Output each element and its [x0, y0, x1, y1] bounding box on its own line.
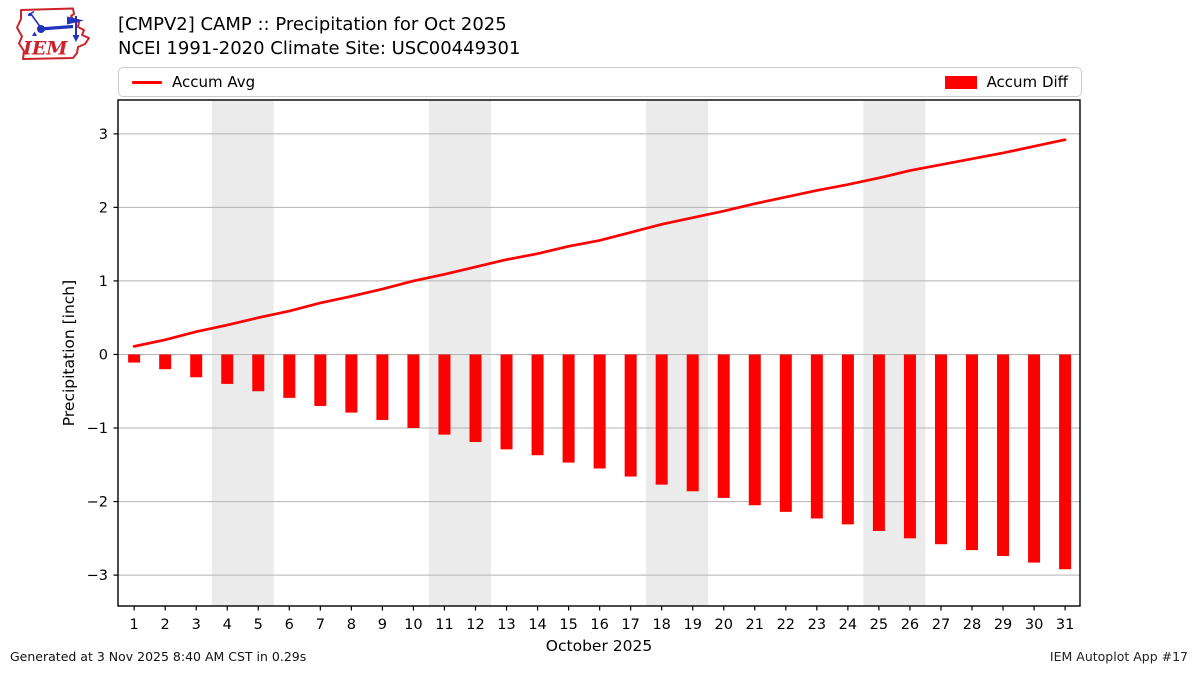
x-tick-label: 24: [839, 617, 857, 633]
y-tick-label: −3: [87, 568, 108, 584]
accum-diff-bar: [376, 354, 389, 420]
y-tick-label: 2: [99, 200, 108, 216]
accum-diff-bar: [469, 354, 482, 442]
weekend-band: [863, 100, 926, 606]
weekend-band: [428, 100, 492, 606]
accum-diff-bar: [655, 354, 668, 485]
x-tick-label: 1: [130, 617, 139, 633]
accum-diff-bar: [903, 354, 916, 539]
x-tick-label: 12: [466, 617, 484, 633]
x-tick-label: 28: [963, 617, 981, 633]
accum-diff-bar: [748, 354, 761, 506]
logo-text: IEM: [22, 38, 68, 60]
accum-diff-bar: [283, 354, 296, 398]
x-tick-label: 27: [932, 617, 950, 633]
accum-diff-bar: [128, 354, 141, 363]
x-tick-label: 31: [1056, 617, 1074, 633]
accum-diff-bar: [159, 354, 172, 370]
accum-diff-bar: [345, 354, 358, 413]
x-tick-label: 18: [652, 617, 670, 633]
x-tick-label: 13: [497, 617, 515, 633]
x-tick-label: 14: [528, 617, 546, 633]
legend-item-accum-diff: Accum Diff: [944, 73, 1068, 91]
iem-logo: IEM: [16, 7, 90, 60]
x-tick-label: 29: [994, 617, 1012, 633]
accum-avg-line: [132, 138, 1067, 348]
chart-title-line2: NCEI 1991-2020 Climate Site: USC00449301: [118, 38, 521, 59]
x-tick-label: 17: [621, 617, 639, 633]
y-tick-label: −1: [87, 421, 108, 437]
accum-diff-bar: [314, 354, 327, 406]
weekend-band: [211, 100, 274, 606]
accum-diff-bar: [810, 354, 823, 519]
accum-diff-bar: [1028, 354, 1041, 563]
accum-diff-label: Accum Diff: [986, 73, 1068, 91]
accum-diff-bar: [686, 354, 699, 492]
chart-legend: Accum Avg Accum Diff: [118, 67, 1082, 97]
accum-diff-bar: [531, 354, 544, 456]
x-tick-label: 30: [1025, 617, 1043, 633]
accum-diff-bar: [997, 354, 1010, 556]
accum-avg-line-swatch: [132, 80, 162, 84]
y-tick-label: 0: [99, 347, 108, 363]
x-tick-label: 11: [435, 617, 453, 633]
accum-diff-bar: [438, 354, 451, 435]
chart-title: [CMPV2] CAMP :: Precipitation for Oct 20…: [118, 13, 520, 61]
legend-item-accum-avg: Accum Avg: [132, 73, 255, 91]
y-tick-label: 1: [99, 274, 108, 290]
x-tick-label: 25: [870, 617, 888, 633]
accum-diff-bar: [562, 354, 575, 463]
x-tick-label: 19: [683, 617, 701, 633]
accum-diff-bar: [934, 354, 947, 545]
accum-diff-bar: [190, 354, 203, 378]
plot-border: [117, 99, 1081, 607]
autoplot-app-credit: IEM Autoplot App #17: [1049, 649, 1188, 664]
y-axis-label: Precipitation [inch]: [60, 280, 78, 426]
x-tick-label: 15: [559, 617, 577, 633]
accum-diff-bar: [624, 354, 637, 477]
y-tick-label: 3: [99, 127, 108, 143]
x-axis-label: October 2025: [546, 637, 652, 655]
accum-diff-bar: [1059, 354, 1072, 570]
accum-diff-bar: [872, 354, 885, 531]
x-tick-label: 9: [378, 617, 387, 633]
x-tick-label: 6: [285, 617, 294, 633]
x-tick-label: 10: [404, 617, 422, 633]
accum-diff-bar: [407, 354, 420, 429]
x-tick-label: 22: [777, 617, 795, 633]
accum-diff-bar: [593, 354, 606, 469]
weather-vane-icon: [27, 10, 84, 42]
x-tick-label: 23: [808, 617, 826, 633]
weekend-band: [646, 100, 709, 606]
accum-diff-bar-swatch: [944, 75, 977, 89]
x-tick-label: 16: [590, 617, 608, 633]
x-tick-label: 26: [901, 617, 919, 633]
chart-title-line1: [CMPV2] CAMP :: Precipitation for Oct 20…: [118, 14, 507, 35]
x-tick-label: 21: [746, 617, 764, 633]
x-tick-label: 3: [192, 617, 201, 633]
x-tick-label: 8: [347, 617, 356, 633]
accum-diff-bar: [252, 354, 265, 392]
accum-diff-bar: [841, 354, 854, 525]
x-tick-label: 4: [223, 617, 232, 633]
accum-diff-bar: [221, 354, 234, 384]
generated-timestamp: Generated at 3 Nov 2025 8:40 AM CST in 0…: [10, 649, 307, 664]
x-tick-label: 5: [254, 617, 263, 633]
accum-diff-bar: [500, 354, 513, 450]
x-tick-label: 2: [161, 617, 170, 633]
accum-diff-bar: [966, 354, 979, 551]
y-tick-label: −2: [87, 495, 108, 511]
x-tick-label: 20: [715, 617, 733, 633]
accum-diff-bar: [717, 354, 730, 498]
accum-diff-bar: [779, 354, 792, 512]
accum-avg-label: Accum Avg: [172, 73, 256, 91]
x-tick-label: 7: [316, 617, 325, 633]
